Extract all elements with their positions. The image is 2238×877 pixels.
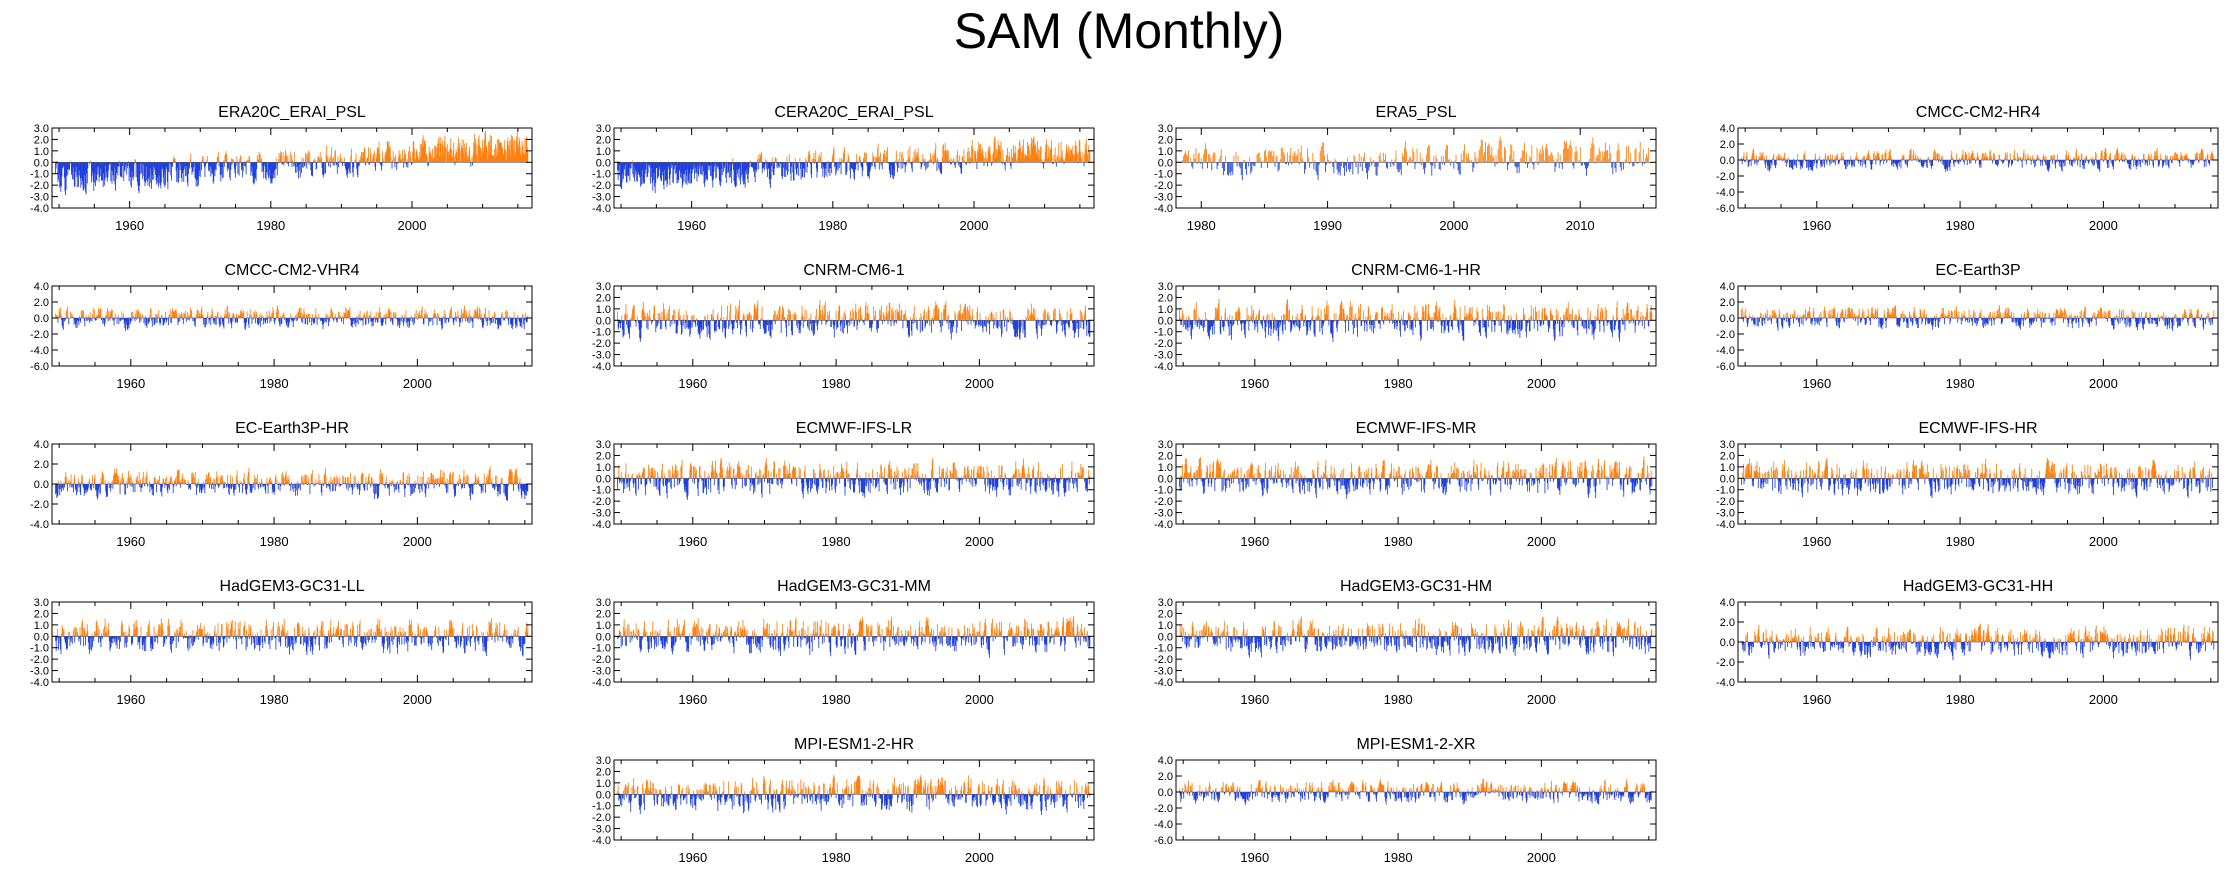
x-tick-label: 1990 — [1313, 218, 1342, 233]
y-tick-label: 1.0 — [1158, 146, 1173, 158]
y-tick-label: -4.0 — [592, 203, 611, 215]
y-tick-label: -1.0 — [1154, 169, 1173, 181]
y-tick-label: 3.0 — [1158, 123, 1173, 135]
y-tick-label: 4.0 — [1720, 123, 1735, 135]
y-tick-label: 2.0 — [34, 297, 49, 309]
y-tick-label: -3.0 — [592, 192, 611, 204]
y-tick-label: 1.0 — [34, 146, 49, 158]
x-tick-label: 2000 — [960, 218, 989, 233]
y-tick-label: 0.0 — [34, 313, 49, 325]
panel-title: ERA5_PSL — [1376, 104, 1457, 121]
y-tick-label: -3.0 — [592, 350, 611, 362]
chart-panel: CMCC-CM2-VHR4 4.0 2.0 0.0 -2.0 -4.0 -6.0 1960 19… — [30, 262, 533, 391]
plot-frame — [613, 285, 1095, 367]
x-tick-label: 1960 — [116, 376, 145, 391]
x-tick-label: 1960 — [115, 218, 144, 233]
y-tick-label: 0.0 — [596, 315, 611, 327]
chart-panel: ERA20C_ERAI_PSL 3.02.01.00.0-1.0-2.0-3.0-… — [30, 104, 533, 233]
panel-title: CMCC-CM2-VHR4 — [224, 262, 359, 279]
plot-frame — [1737, 127, 2219, 209]
chart-panel: CMCC-CM2-HR4 4.0 2.0 0.0 -2.0 -4.0 -6.0 1960 198… — [1716, 104, 2219, 233]
chart-panel: CERA20C_ERAI_PSL 3.02.01.00.0-1.0-2.0-3.0… — [592, 104, 1095, 233]
x-tick-label: 2000 — [403, 376, 432, 391]
y-tick-label: 3.0 — [596, 281, 611, 293]
y-tick-label: 0.0 — [34, 157, 49, 169]
y-tick-label: 0.0 — [596, 157, 611, 169]
plot-frame — [51, 127, 533, 209]
y-tick-label: 2.0 — [596, 292, 611, 304]
y-tick-label: -2.0 — [1154, 180, 1173, 192]
panel-title: CMCC-CM2-HR4 — [1916, 104, 2041, 121]
x-tick-label: 1980 — [1187, 218, 1216, 233]
panel-title: CERA20C_ERAI_PSL — [774, 104, 933, 121]
x-tick-label: 1980 — [256, 218, 285, 233]
y-tick-label: 2.0 — [1720, 139, 1735, 151]
y-tick-label: -3.0 — [30, 192, 49, 204]
bars — [1741, 147, 2215, 172]
y-tick-label: 3.0 — [596, 123, 611, 135]
y-tick-label: -4.0 — [30, 345, 49, 357]
x-tick-label: 1980 — [818, 218, 847, 233]
chart-panel: ERA5_PSL 3.02.01.00.0-1.0-2.0-3.0-4.0 1980… — [1154, 104, 1657, 233]
bars — [617, 299, 1091, 343]
bars — [55, 130, 529, 196]
bars — [617, 136, 1091, 194]
y-tick-label: 2.0 — [34, 134, 49, 146]
y-tick-label: 2.0 — [596, 134, 611, 146]
y-tick-label: -2.0 — [592, 180, 611, 192]
y-tick-label: 2.0 — [1158, 134, 1173, 146]
y-tick-label: 0.0 — [1720, 155, 1735, 167]
y-tick-label: -2.0 — [30, 329, 49, 341]
y-tick-label: -4.0 — [30, 203, 49, 215]
x-tick-label: 2000 — [2089, 218, 2118, 233]
x-tick-label: 2000 — [965, 376, 994, 391]
plot-frame — [613, 127, 1095, 209]
x-tick-label: 1960 — [677, 218, 706, 233]
y-tick-label: -6.0 — [1716, 203, 1735, 215]
y-tick-label: -4.0 — [1154, 203, 1173, 215]
x-tick-label: 1980 — [822, 376, 851, 391]
x-tick-label: 1980 — [1946, 218, 1975, 233]
x-tick-label: 2000 — [1439, 218, 1468, 233]
y-tick-label: -2.0 — [30, 180, 49, 192]
bars — [55, 305, 529, 332]
chart-panel: CNRM-CM6-1-HR3.02.01.00.0-1.0-2.0-3.0-4.… — [1154, 262, 1657, 391]
y-tick-label: -1.0 — [30, 169, 49, 181]
y-tick-label: -1.0 — [592, 169, 611, 181]
x-tick-label: 1980 — [260, 376, 289, 391]
y-tick-label: -3.0 — [1154, 192, 1173, 204]
y-tick-label: -4.0 — [592, 361, 611, 373]
bars — [1181, 136, 1650, 181]
y-tick-label: 1.0 — [596, 304, 611, 316]
panel-title: CNRM-CM6-1 — [803, 262, 904, 279]
y-tick-label: -1.0 — [592, 327, 611, 339]
panel-title: CNRM-CM6-1-HR — [1351, 262, 1481, 279]
x-tick-label: 1960 — [678, 376, 707, 391]
y-tick-label: 0.0 — [1158, 157, 1173, 169]
y-tick-label: 1.0 — [596, 146, 611, 158]
y-tick-label: -6.0 — [30, 361, 49, 373]
bars — [1179, 298, 1653, 342]
plot-frame — [51, 285, 533, 367]
y-tick-label: -4.0 — [1716, 187, 1735, 199]
y-tick-label: 3.0 — [34, 123, 49, 135]
plot-frame — [1175, 127, 1657, 209]
x-tick-label: 2000 — [398, 218, 427, 233]
y-tick-label: -2.0 — [592, 338, 611, 350]
y-tick-label: 4.0 — [34, 281, 49, 293]
chart-panel: CNRM-CM6-1 3.02.01.00.0-1.0-2.0-3.0-4.0 19… — [592, 262, 1095, 391]
x-tick-label: 1960 — [1802, 218, 1831, 233]
x-tick-label: 2010 — [1566, 218, 1595, 233]
figure-title: SAM (Monthly) — [0, 2, 2238, 60]
y-tick-label: -2.0 — [1716, 171, 1735, 183]
panel-title: ERA20C_ERAI_PSL — [218, 104, 366, 121]
